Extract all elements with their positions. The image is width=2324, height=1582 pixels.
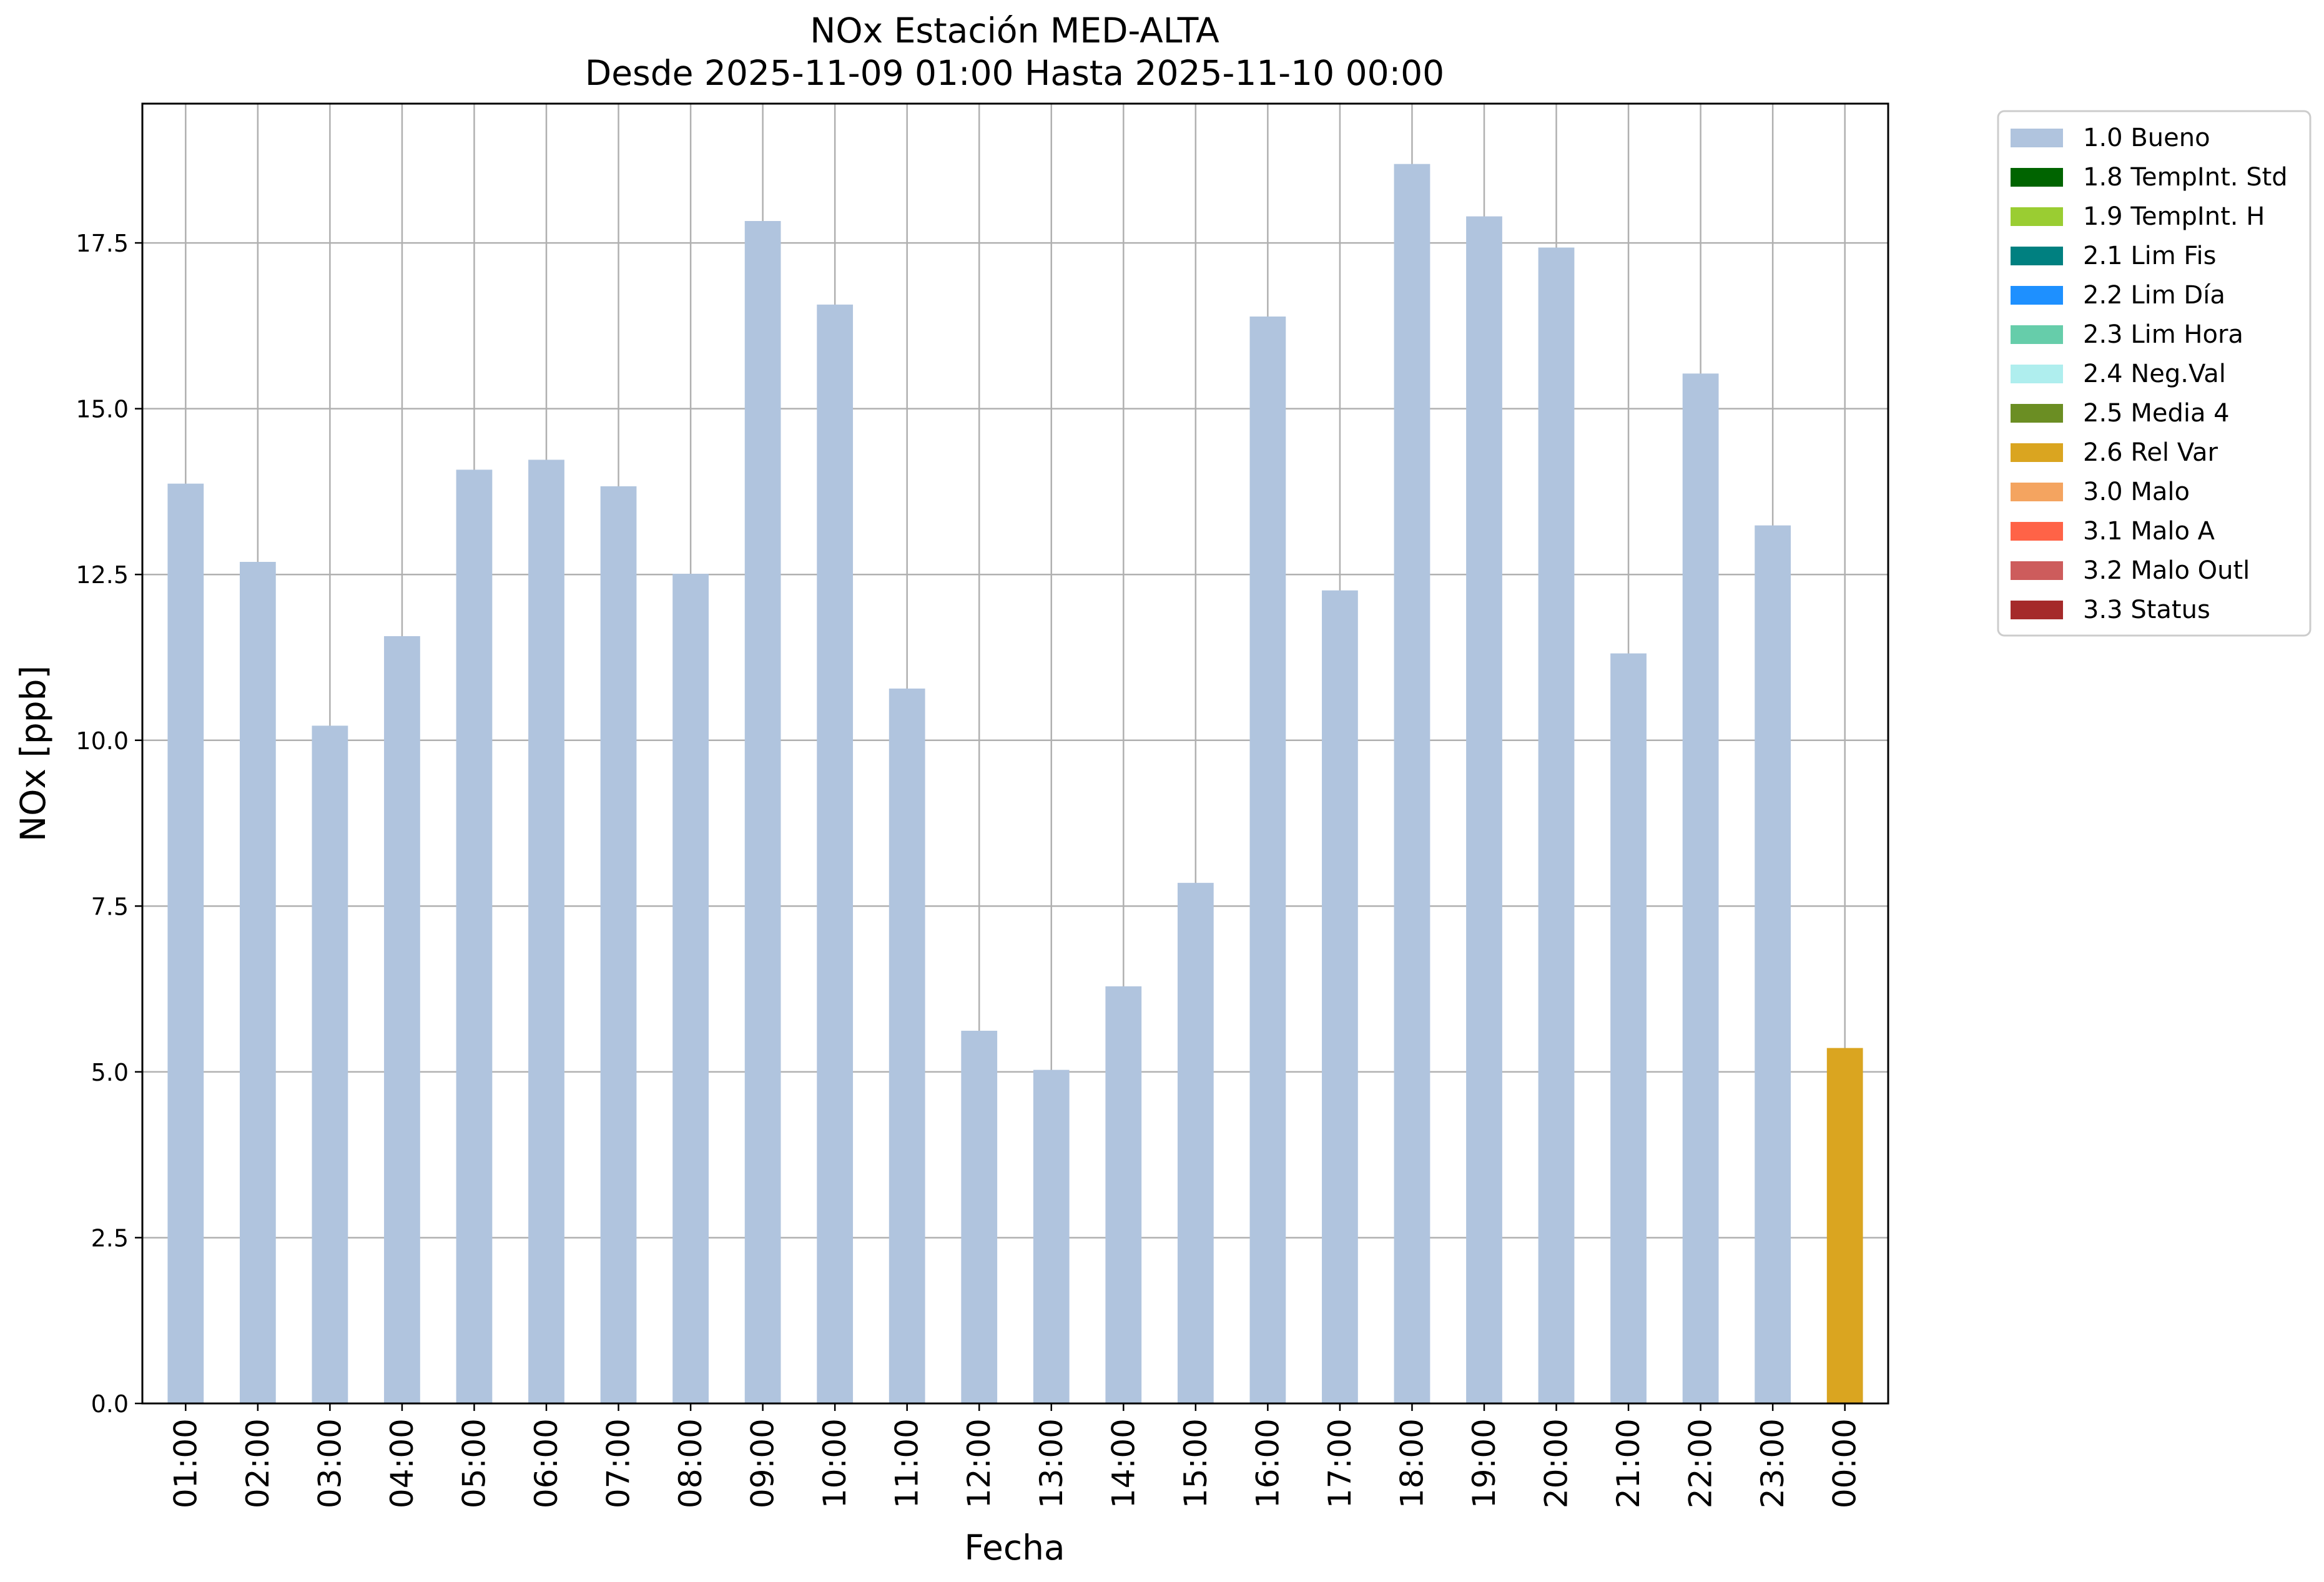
x-tick-label: 03:00 xyxy=(312,1418,348,1508)
bar-0700 xyxy=(600,486,637,1403)
y-tick-label: 15.0 xyxy=(76,396,129,423)
bar-0800 xyxy=(672,574,709,1404)
x-tick-label: 00:00 xyxy=(1827,1418,1863,1508)
y-axis-label: NOx [ppb] xyxy=(13,666,53,842)
legend-label: 2.1 Lim Fis xyxy=(2083,242,2216,270)
legend-swatch xyxy=(2011,207,2063,226)
legend-swatch xyxy=(2011,561,2063,580)
x-tick-label: 23:00 xyxy=(1755,1418,1791,1508)
bar-2200 xyxy=(1682,373,1719,1403)
x-tick-label: 06:00 xyxy=(528,1418,564,1508)
bar-0300 xyxy=(312,725,348,1403)
x-tick-label: 14:00 xyxy=(1105,1418,1141,1508)
legend-swatch xyxy=(2011,286,2063,305)
x-tick-label: 13:00 xyxy=(1033,1418,1070,1508)
legend-swatch xyxy=(2011,601,2063,619)
bar-1900 xyxy=(1466,216,1502,1403)
legend-label: 1.9 TempInt. H xyxy=(2083,202,2265,231)
bar-0400 xyxy=(384,636,420,1403)
bar-2000 xyxy=(1538,247,1575,1404)
bar-2300 xyxy=(1755,525,1791,1403)
x-tick-label: 16:00 xyxy=(1249,1418,1286,1508)
bar-0100 xyxy=(167,483,204,1404)
bar-1200 xyxy=(961,1031,998,1403)
legend-label: 1.0 Bueno xyxy=(2083,124,2210,152)
y-tick-label: 0.0 xyxy=(91,1390,129,1418)
y-tick-label: 10.0 xyxy=(76,727,129,755)
x-axis-label: Fecha xyxy=(964,1528,1065,1568)
legend-swatch xyxy=(2011,247,2063,265)
legend-label: 2.5 Media 4 xyxy=(2083,399,2230,428)
x-tick-label: 15:00 xyxy=(1178,1418,1214,1508)
bar-1800 xyxy=(1394,164,1430,1403)
bar-0200 xyxy=(239,562,276,1403)
x-tick-label: 20:00 xyxy=(1539,1418,1575,1508)
bar-1400 xyxy=(1105,986,1142,1403)
bar-1300 xyxy=(1033,1069,1070,1403)
y-axis-ticks: 0.0 2.5 5.0 7.5 10.0 12.5 15.0 17.5 xyxy=(76,230,142,1418)
x-tick-label: 22:00 xyxy=(1683,1418,1719,1508)
x-tick-label: 07:00 xyxy=(601,1418,637,1508)
bar-2100 xyxy=(1610,653,1647,1403)
legend-label: 3.2 Malo Outl xyxy=(2083,556,2250,585)
chart-subtitle: Desde 2025-11-09 01:00 Hasta 2025-11-10 … xyxy=(585,53,1444,93)
legend-swatch xyxy=(2011,522,2063,541)
bar-1100 xyxy=(889,688,925,1403)
legend-swatch xyxy=(2011,365,2063,383)
legend: 1.0 Bueno 1.8 TempInt. Std 1.9 TempInt. H 2… xyxy=(1997,110,2312,637)
x-tick-label: 11:00 xyxy=(889,1418,925,1508)
y-tick-label: 12.5 xyxy=(76,561,129,589)
legend-label: 2.3 Lim Hora xyxy=(2083,320,2243,349)
bar-0600 xyxy=(528,459,564,1403)
legend-label: 1.8 TempInt. Std xyxy=(2083,163,2288,192)
bar-1000 xyxy=(817,304,854,1403)
legend-swatch xyxy=(2011,168,2063,187)
x-tick-label: 05:00 xyxy=(456,1418,492,1508)
legend-swatch xyxy=(2011,129,2063,147)
bar-0500 xyxy=(456,469,493,1404)
bar-0900 xyxy=(744,221,781,1403)
bar-1600 xyxy=(1249,316,1286,1404)
bar-1700 xyxy=(1322,590,1358,1403)
bar-0000 xyxy=(1826,1048,1863,1403)
y-tick-label: 17.5 xyxy=(76,230,129,257)
legend-label: 3.1 Malo A xyxy=(2083,517,2215,546)
x-tick-label: 18:00 xyxy=(1394,1418,1430,1508)
x-tick-label: 01:00 xyxy=(167,1418,204,1508)
x-tick-label: 08:00 xyxy=(672,1418,709,1508)
legend-label: 2.6 Rel Var xyxy=(2083,438,2218,467)
legend-items: 1.0 Bueno 1.8 TempInt. Std 1.9 TempInt. H 2… xyxy=(2011,124,2288,624)
bar-1500 xyxy=(1177,883,1214,1403)
x-tick-label: 19:00 xyxy=(1466,1418,1502,1508)
y-tick-label: 7.5 xyxy=(91,893,129,920)
legend-label: 3.3 Status xyxy=(2083,596,2210,624)
plot-area-frame xyxy=(141,102,1889,1405)
legend-label: 2.2 Lim Día xyxy=(2083,281,2225,310)
legend-swatch xyxy=(2011,443,2063,462)
chart-title: NOx Estación MED-ALTA xyxy=(810,11,1219,51)
y-tick-label: 5.0 xyxy=(91,1059,129,1086)
x-tick-label: 12:00 xyxy=(961,1418,997,1508)
x-axis-ticks: 01:00 02:00 03:00 04:00 05:00 06:00 07:00 08:00… xyxy=(167,1403,1863,1508)
bars xyxy=(167,164,1863,1404)
legend-frame xyxy=(1997,110,2312,637)
x-tick-label: 10:00 xyxy=(817,1418,853,1508)
legend-label: 3.0 Malo xyxy=(2083,478,2190,506)
y-tick-label: 2.5 xyxy=(91,1224,129,1252)
x-tick-label: 09:00 xyxy=(745,1418,781,1508)
x-tick-label: 21:00 xyxy=(1610,1418,1647,1508)
legend-swatch xyxy=(2011,325,2063,344)
legend-swatch xyxy=(2011,404,2063,423)
x-tick-label: 17:00 xyxy=(1322,1418,1358,1508)
legend-swatch xyxy=(2011,483,2063,501)
x-tick-label: 02:00 xyxy=(240,1418,276,1508)
x-tick-label: 04:00 xyxy=(384,1418,420,1508)
legend-label: 2.4 Neg.Val xyxy=(2083,360,2226,388)
